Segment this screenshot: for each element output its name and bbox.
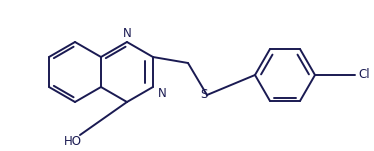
Text: HO: HO	[64, 135, 82, 148]
Text: Cl: Cl	[359, 69, 370, 82]
Text: N: N	[123, 27, 131, 40]
Text: S: S	[200, 88, 208, 101]
Text: N: N	[158, 87, 167, 100]
